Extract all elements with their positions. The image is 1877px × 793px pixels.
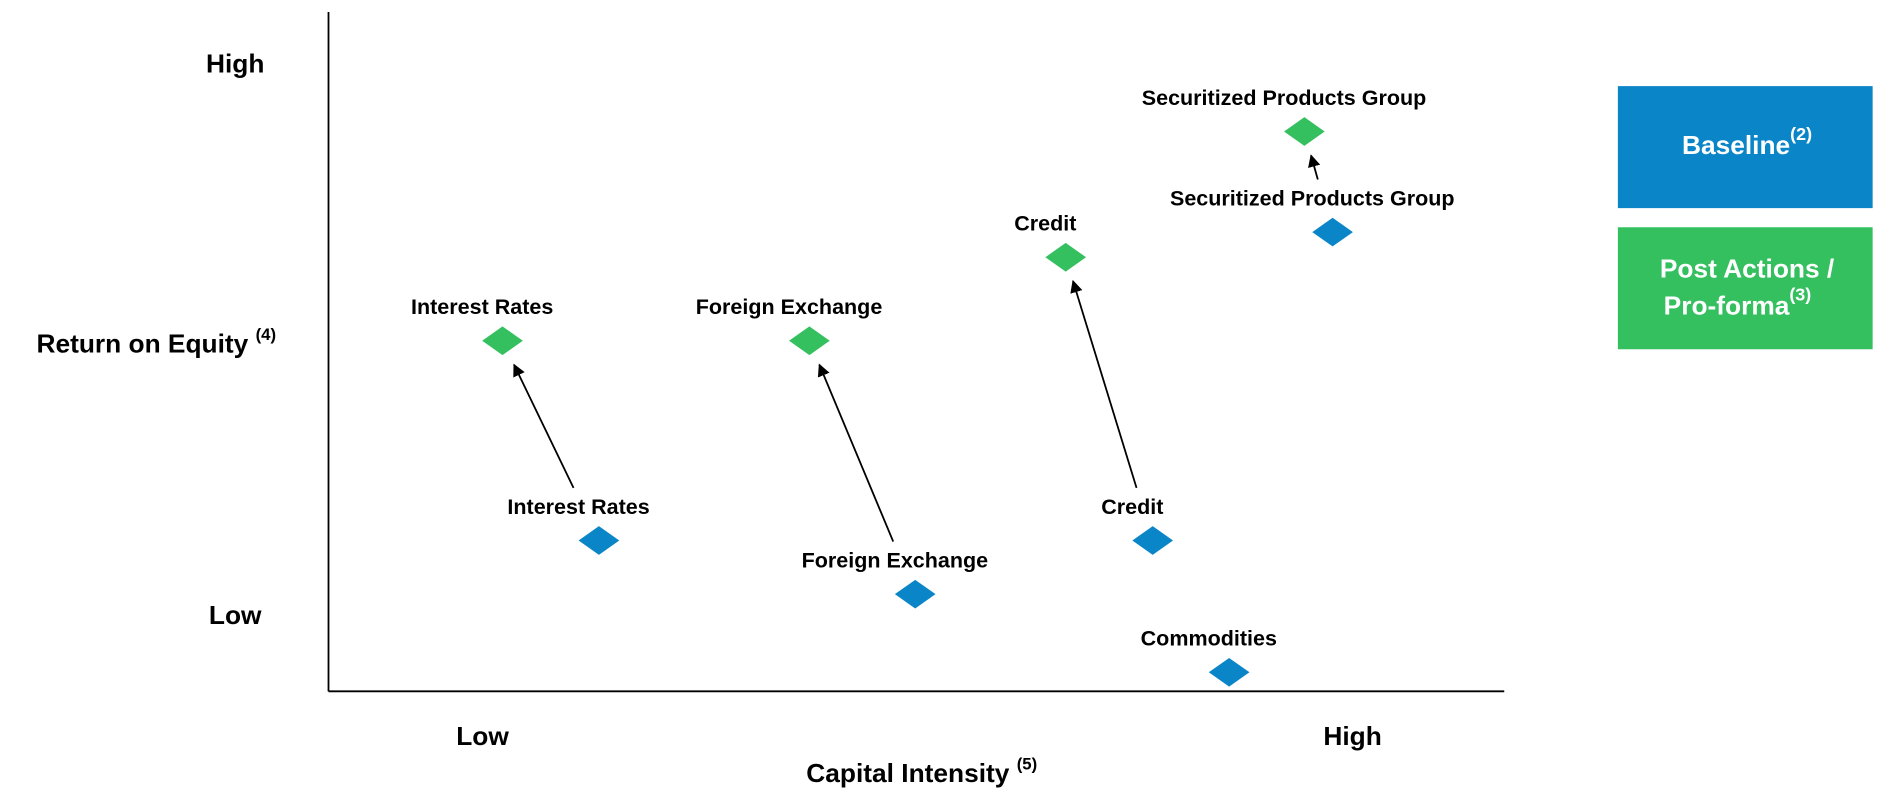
- point-label: Foreign Exchange: [696, 295, 883, 319]
- point-label: Commodities: [1141, 627, 1277, 651]
- point: [894, 579, 936, 609]
- point-label: Credit: [1101, 495, 1163, 519]
- x-tick-label: Low: [456, 721, 509, 751]
- y-tick-label: High: [206, 49, 264, 79]
- arrow: [1308, 154, 1321, 180]
- point-label: Foreign Exchange: [802, 549, 989, 573]
- point: [1208, 657, 1250, 687]
- point: [1045, 242, 1087, 272]
- point: [789, 326, 830, 356]
- x-tick-label: High: [1323, 721, 1381, 751]
- point: [482, 326, 523, 356]
- legend-note: (2): [1790, 124, 1812, 144]
- x-axis-title: Capital Intensity (5): [806, 755, 1037, 788]
- arrow: [1070, 279, 1138, 489]
- point: [1132, 526, 1174, 555]
- y-tick-label: Low: [209, 600, 262, 630]
- point-label: Securitized Products Group: [1142, 86, 1427, 110]
- point: [1312, 217, 1353, 247]
- legend-name: Baseline: [1682, 130, 1790, 160]
- point-label: Interest Rates: [507, 495, 649, 519]
- legend-box: [1617, 86, 1873, 209]
- legend-box: [1617, 227, 1873, 350]
- legend-name-cont: Pro-forma: [1664, 290, 1790, 320]
- y-axis-title: Return on Equity (4): [36, 326, 276, 359]
- point: [578, 526, 620, 555]
- point-label: Securitized Products Group: [1170, 186, 1455, 210]
- point-label: Interest Rates: [411, 295, 553, 319]
- point-label: Credit: [1014, 212, 1076, 236]
- arrow: [817, 363, 895, 542]
- legend-label: Post Actions / Pro-forma(3): [1660, 253, 1835, 320]
- arrow: [513, 363, 575, 489]
- point: [1284, 117, 1325, 146]
- legend-note: (3): [1789, 284, 1811, 304]
- legend-label: Baseline(2): [1682, 124, 1812, 160]
- legend-name: Post Actions /: [1660, 253, 1835, 283]
